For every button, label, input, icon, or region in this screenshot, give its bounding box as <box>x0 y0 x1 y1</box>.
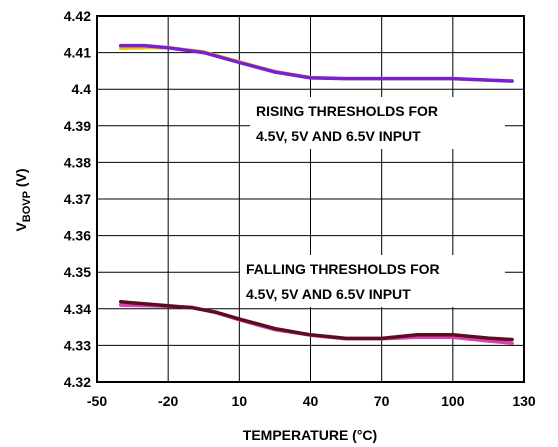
x-tick-label: -50 <box>87 393 107 409</box>
y-axis-title-main: V <box>13 222 29 232</box>
y-tick-label: 4.41 <box>64 45 91 61</box>
falling-annotation-line1: FALLING THRESHOLDS FOR <box>246 261 440 277</box>
series-line-4 <box>118 300 514 342</box>
y-tick-label: 4.38 <box>64 154 91 170</box>
x-tick-label: -20 <box>158 393 178 409</box>
rising-annotation-line2: 4.5V, 5V AND 6.5V INPUT <box>256 128 421 144</box>
x-tick-label: 10 <box>232 393 248 409</box>
y-tick-label: 4.33 <box>64 337 91 353</box>
y-tick-label: 4.32 <box>64 374 91 390</box>
falling-annotation-line2: 4.5V, 5V AND 6.5V INPUT <box>246 286 411 302</box>
series-line-3 <box>118 303 514 345</box>
falling-annotation-box <box>240 255 505 307</box>
series-lines <box>118 43 514 345</box>
y-tick-label: 4.34 <box>64 301 91 317</box>
x-tick-label: 100 <box>441 393 465 409</box>
y-tick-label: 4.39 <box>64 118 91 134</box>
y-tick-label: 4.35 <box>64 264 91 280</box>
y-tick-label: 4.36 <box>64 228 91 244</box>
x-tick-label: 70 <box>374 393 390 409</box>
y-tick-label: 4.42 <box>64 8 91 24</box>
plot-frame <box>96 15 525 383</box>
x-tick-labels: -50 -20 10 40 70 100 130 <box>87 393 536 409</box>
x-axis-title: TEMPERATURE (°C) <box>243 427 377 443</box>
gridlines <box>96 15 525 383</box>
y-axis-title: VBOVP (V) <box>13 168 33 231</box>
x-tick-label: 130 <box>512 393 536 409</box>
y-tick-labels: 4.32 4.33 4.34 4.35 4.36 4.37 4.38 4.39 4.4 4.41 4… <box>64 8 91 390</box>
x-tick-label: 40 <box>303 393 319 409</box>
y-axis-title-unit: (V) <box>13 168 29 191</box>
y-tick-label: 4.37 <box>64 191 91 207</box>
rising-annotation-line1: RISING THRESHOLDS FOR <box>256 103 438 119</box>
y-tick-label: 4.4 <box>72 81 92 97</box>
y-axis-title-sub: BOVP <box>21 191 33 222</box>
rising-annotation-box <box>250 97 505 149</box>
series-line-2 <box>118 43 514 83</box>
